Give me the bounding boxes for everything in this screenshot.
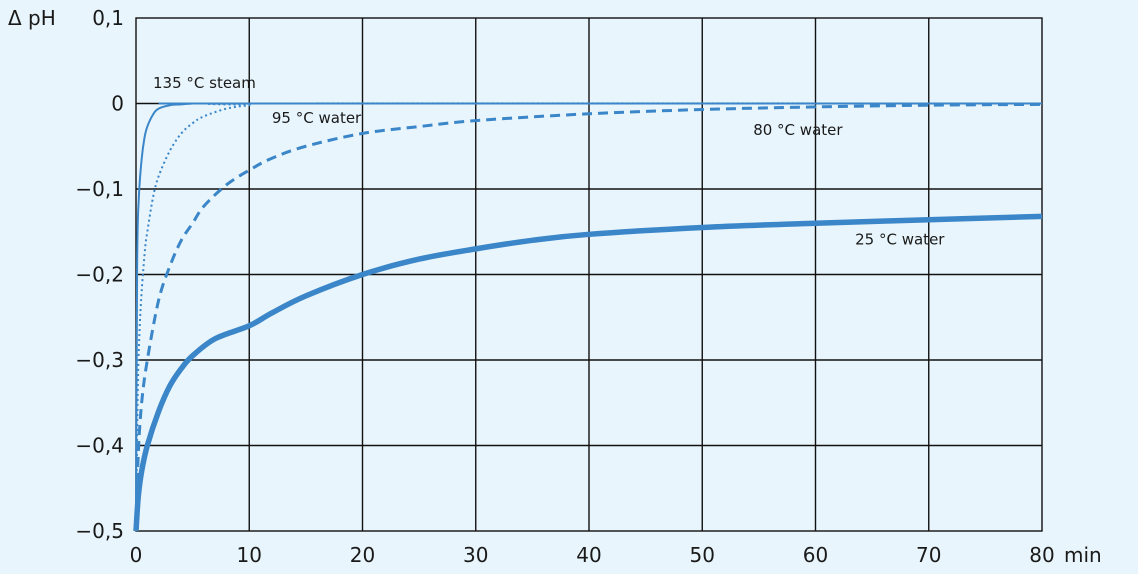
x-axis-unit: min	[1064, 543, 1102, 567]
series-annotation: 135 °C steam	[153, 74, 256, 92]
y-tick-label: −0,2	[75, 263, 124, 287]
x-tick-label: 50	[690, 543, 715, 567]
y-tick-label: 0	[111, 92, 124, 116]
series-line	[133, 213, 1043, 532]
x-tick-label: 70	[916, 543, 941, 567]
x-tick-label: 40	[576, 543, 601, 567]
chart-annotations: 135 °C steam 95 °C water 80 °C water 25 °C …	[153, 74, 945, 248]
y-tick-label: −0,5	[75, 519, 124, 543]
x-tick-label: 0	[130, 543, 143, 567]
y-axis-label: Δ pH	[8, 6, 56, 30]
y-tick-label: 0,1	[92, 6, 124, 30]
x-tick-label: 30	[463, 543, 488, 567]
x-tick-label: 80	[1029, 543, 1054, 567]
x-tick-label: 10	[237, 543, 262, 567]
series-annotation: 95 °C water	[272, 109, 362, 127]
chart-grid	[135, 17, 1043, 532]
series-annotation: 80 °C water	[753, 121, 843, 139]
y-tick-label: −0,1	[75, 177, 124, 201]
y-tick-label: −0,3	[75, 348, 124, 372]
chart-series	[133, 102, 1043, 532]
x-axis: 0 10 20 30 40 50 60 70 80	[130, 543, 1055, 567]
x-tick-label: 20	[350, 543, 375, 567]
x-tick-label: 60	[803, 543, 828, 567]
y-tick-label: −0,4	[75, 434, 124, 458]
series-annotation: 25 °C water	[855, 231, 945, 249]
y-axis: 0,1 0 −0,1 −0,2 −0,3 −0,4 −0,5	[75, 6, 124, 543]
series-line	[135, 102, 1043, 532]
series-line	[135, 102, 1042, 532]
